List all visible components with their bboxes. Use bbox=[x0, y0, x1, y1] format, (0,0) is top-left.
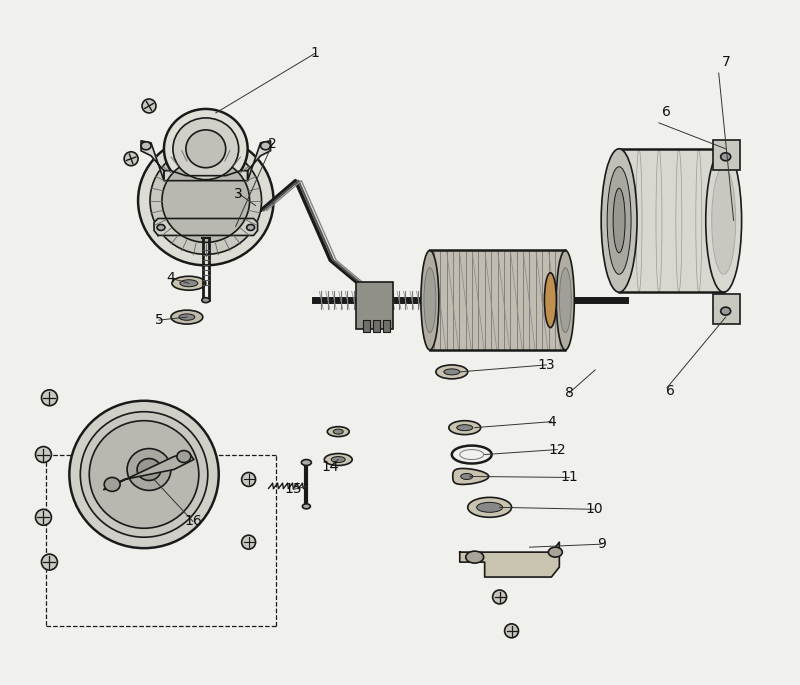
Text: 5: 5 bbox=[154, 313, 163, 327]
Ellipse shape bbox=[42, 554, 58, 570]
FancyBboxPatch shape bbox=[713, 294, 740, 324]
Ellipse shape bbox=[505, 624, 518, 638]
Ellipse shape bbox=[706, 149, 742, 292]
Ellipse shape bbox=[477, 502, 502, 512]
Ellipse shape bbox=[601, 149, 637, 292]
Ellipse shape bbox=[157, 225, 165, 230]
Ellipse shape bbox=[466, 551, 484, 563]
Ellipse shape bbox=[172, 276, 206, 290]
Ellipse shape bbox=[35, 447, 51, 462]
Ellipse shape bbox=[613, 188, 625, 253]
Ellipse shape bbox=[177, 451, 191, 462]
Ellipse shape bbox=[124, 152, 138, 166]
Ellipse shape bbox=[334, 429, 343, 434]
FancyBboxPatch shape bbox=[383, 320, 390, 332]
Polygon shape bbox=[104, 453, 194, 489]
Ellipse shape bbox=[173, 118, 238, 179]
Text: 2: 2 bbox=[268, 137, 277, 151]
Ellipse shape bbox=[324, 453, 352, 466]
Polygon shape bbox=[460, 543, 559, 577]
Ellipse shape bbox=[171, 310, 203, 324]
Ellipse shape bbox=[548, 547, 562, 557]
Ellipse shape bbox=[302, 504, 310, 509]
Text: 12: 12 bbox=[549, 443, 566, 457]
Ellipse shape bbox=[461, 473, 473, 480]
Bar bbox=[430, 251, 566, 350]
FancyBboxPatch shape bbox=[713, 140, 740, 170]
Text: 9: 9 bbox=[597, 537, 606, 551]
Ellipse shape bbox=[545, 273, 556, 327]
Ellipse shape bbox=[80, 412, 208, 537]
Ellipse shape bbox=[202, 298, 210, 303]
Polygon shape bbox=[141, 141, 164, 181]
Ellipse shape bbox=[559, 268, 571, 332]
Ellipse shape bbox=[162, 159, 250, 242]
Ellipse shape bbox=[90, 421, 199, 528]
Ellipse shape bbox=[179, 314, 195, 321]
Ellipse shape bbox=[327, 427, 350, 436]
Text: 15: 15 bbox=[285, 482, 302, 497]
Ellipse shape bbox=[712, 166, 736, 274]
Ellipse shape bbox=[180, 279, 198, 287]
Ellipse shape bbox=[104, 477, 120, 491]
Text: 13: 13 bbox=[538, 358, 555, 372]
Text: 6: 6 bbox=[666, 384, 675, 398]
Text: 10: 10 bbox=[586, 502, 603, 516]
Ellipse shape bbox=[721, 307, 730, 315]
Text: 4: 4 bbox=[166, 271, 175, 285]
Text: 6: 6 bbox=[662, 105, 671, 119]
Text: 14: 14 bbox=[322, 460, 339, 475]
Ellipse shape bbox=[246, 225, 254, 230]
Ellipse shape bbox=[449, 421, 481, 434]
Polygon shape bbox=[154, 219, 258, 236]
Text: 1: 1 bbox=[311, 46, 320, 60]
Ellipse shape bbox=[421, 251, 439, 350]
Ellipse shape bbox=[436, 365, 468, 379]
Ellipse shape bbox=[261, 142, 270, 150]
Ellipse shape bbox=[331, 456, 346, 462]
Ellipse shape bbox=[468, 497, 511, 517]
Ellipse shape bbox=[141, 142, 151, 150]
Text: 16: 16 bbox=[184, 514, 202, 528]
FancyBboxPatch shape bbox=[356, 282, 393, 329]
Ellipse shape bbox=[164, 109, 248, 188]
Ellipse shape bbox=[302, 460, 311, 466]
Ellipse shape bbox=[127, 449, 171, 490]
Text: 7: 7 bbox=[722, 55, 731, 69]
Text: 8: 8 bbox=[565, 386, 574, 400]
Text: 4: 4 bbox=[547, 414, 556, 429]
Polygon shape bbox=[453, 469, 489, 484]
Ellipse shape bbox=[35, 510, 51, 525]
Ellipse shape bbox=[721, 153, 730, 161]
Polygon shape bbox=[164, 171, 248, 181]
Ellipse shape bbox=[150, 147, 262, 254]
Ellipse shape bbox=[457, 425, 473, 431]
Ellipse shape bbox=[142, 99, 156, 113]
Ellipse shape bbox=[137, 458, 161, 480]
FancyBboxPatch shape bbox=[373, 320, 380, 332]
Ellipse shape bbox=[556, 251, 574, 350]
Ellipse shape bbox=[138, 136, 274, 265]
Ellipse shape bbox=[70, 401, 218, 548]
Ellipse shape bbox=[42, 390, 58, 406]
Text: 3: 3 bbox=[234, 186, 243, 201]
Ellipse shape bbox=[424, 268, 436, 332]
Ellipse shape bbox=[607, 166, 631, 274]
Ellipse shape bbox=[186, 130, 226, 168]
Polygon shape bbox=[248, 141, 270, 181]
Ellipse shape bbox=[242, 535, 255, 549]
FancyBboxPatch shape bbox=[363, 320, 370, 332]
Ellipse shape bbox=[493, 590, 506, 604]
Ellipse shape bbox=[242, 473, 255, 486]
Bar bbox=[619, 149, 724, 292]
Text: 11: 11 bbox=[561, 471, 578, 484]
Ellipse shape bbox=[444, 369, 460, 375]
